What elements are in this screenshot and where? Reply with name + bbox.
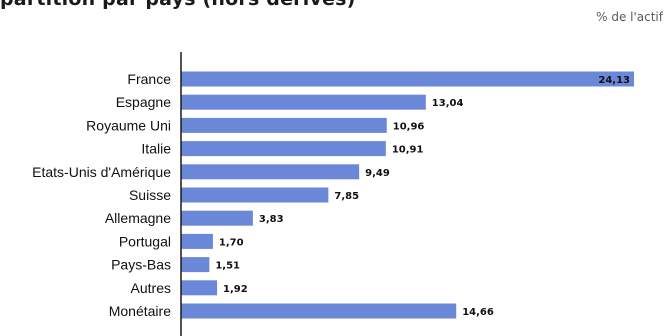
value-label: 10,91: [392, 145, 424, 156]
chart-title: partition par pays (hors dérivés): [0, 0, 356, 10]
category-label: Portugal: [119, 233, 171, 249]
value-label: 7,85: [334, 191, 359, 202]
bar: [181, 164, 360, 180]
category-label: Italie: [141, 141, 171, 157]
value-label: 9,49: [365, 168, 390, 179]
bar: [181, 117, 387, 133]
bar: [181, 233, 213, 249]
bar: [181, 141, 386, 157]
category-label: Autres: [131, 280, 171, 296]
value-label: 13,04: [432, 98, 464, 109]
unit-label: % de l'actif: [596, 10, 663, 24]
category-label: Etats-Unis d'Amérique: [32, 164, 171, 180]
category-label: Espagne: [116, 94, 171, 110]
bar: [181, 303, 457, 319]
category-label: Monétaire: [109, 303, 171, 319]
value-label: 1,70: [219, 237, 244, 248]
category-label: Royaume Uni: [86, 117, 171, 133]
bar: [181, 257, 210, 273]
bar: [181, 210, 253, 226]
value-label: 1,92: [223, 284, 248, 295]
value-label: 14,66: [462, 307, 494, 318]
category-label: Suisse: [129, 187, 171, 203]
bar: [181, 280, 218, 296]
bar: [181, 187, 329, 203]
category-label: Allemagne: [105, 210, 171, 226]
value-label: 10,96: [393, 121, 425, 132]
value-label: 1,51: [215, 261, 240, 272]
category-label: Pays-Bas: [111, 257, 171, 273]
value-label: 24,13: [598, 75, 630, 86]
value-label: 3,83: [259, 214, 284, 225]
bar: [181, 94, 426, 110]
bar: [181, 71, 634, 87]
category-label: France: [127, 71, 171, 87]
